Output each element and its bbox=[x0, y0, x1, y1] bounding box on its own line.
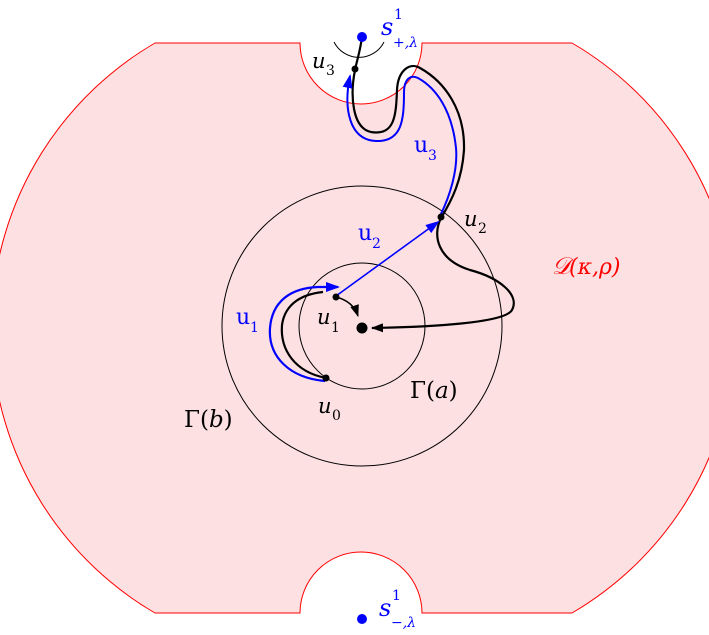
label-s-plus-sup: 1 bbox=[394, 7, 403, 23]
black-arc-u0-u1 bbox=[280, 290, 327, 380]
label-s-plus-sub: +,λ bbox=[393, 35, 418, 51]
blue-path-u1 bbox=[268, 282, 340, 383]
label-point-u1-sub: 1 bbox=[331, 320, 340, 336]
label-path-u1: u bbox=[236, 305, 250, 330]
point-u0 bbox=[322, 374, 330, 382]
label-path-u2: u bbox=[358, 221, 372, 246]
point-u1 bbox=[332, 293, 340, 301]
label-path-u1-sub: 1 bbox=[250, 320, 259, 336]
label-s-minus-sup: 1 bbox=[392, 588, 401, 604]
label-gamma-a: Γ(a) bbox=[410, 378, 458, 404]
black-trajectory bbox=[351, 36, 515, 333]
label-path-u2-sub: 2 bbox=[372, 236, 381, 252]
circle-gamma-b bbox=[221, 185, 503, 467]
region-d-kappa-rho bbox=[0, 42, 709, 614]
label-region-d-args: (κ,ρ) bbox=[569, 255, 621, 280]
point-u2 bbox=[437, 213, 445, 221]
blue-path-u2 bbox=[335, 220, 440, 297]
point-s-plus bbox=[357, 32, 367, 42]
point-s-minus bbox=[357, 614, 367, 624]
label-point-u3: u bbox=[312, 49, 326, 73]
blue-path-u3 bbox=[342, 74, 458, 217]
label-point-u0: u bbox=[318, 394, 332, 418]
label-point-u3-sub: 3 bbox=[326, 63, 335, 79]
label-s-plus: s bbox=[381, 13, 393, 41]
label-path-u3-sub: 3 bbox=[428, 148, 437, 164]
label-point-u2: u bbox=[464, 207, 478, 231]
label-point-u1: u bbox=[317, 305, 331, 329]
label-point-u2-sub: 2 bbox=[478, 221, 487, 237]
label-path-u3: u bbox=[414, 133, 428, 158]
label-point-u0-sub: 0 bbox=[332, 408, 341, 424]
label-s-minus: s bbox=[379, 594, 391, 622]
point-u3 bbox=[351, 65, 359, 73]
label-gamma-b: Γ(b) bbox=[184, 407, 233, 433]
label-s-minus-sub: −,λ bbox=[391, 615, 416, 631]
point-center bbox=[356, 322, 368, 334]
